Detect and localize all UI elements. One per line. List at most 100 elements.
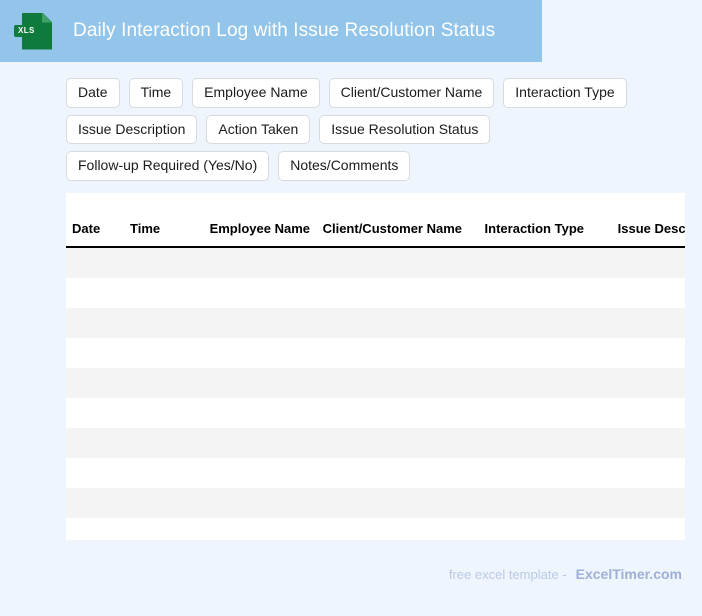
field-chip-interaction-type[interactable]: Interaction Type (503, 78, 627, 108)
table-cell[interactable] (468, 277, 590, 308)
table-cell[interactable] (194, 427, 316, 458)
table-cell[interactable] (590, 457, 685, 488)
table-cell[interactable] (194, 517, 316, 540)
table-cell[interactable] (194, 367, 316, 398)
table-cell[interactable] (316, 457, 468, 488)
table-cell[interactable] (66, 337, 124, 368)
table-cell[interactable] (194, 307, 316, 338)
table-row[interactable] (66, 246, 685, 278)
field-chip-date[interactable]: Date (66, 78, 120, 108)
table-cell[interactable] (590, 517, 685, 540)
table-cell[interactable] (316, 277, 468, 308)
table-cell[interactable] (124, 367, 194, 398)
table-cell[interactable] (590, 246, 685, 278)
log-table-header: Date Time Employee Name Client/Customer … (66, 193, 685, 248)
field-chip-client-customer-name[interactable]: Client/Customer Name (328, 78, 495, 108)
table-cell[interactable] (124, 487, 194, 518)
table-cell[interactable] (66, 307, 124, 338)
footer-free-text: free excel template - (448, 567, 567, 582)
field-chip-time[interactable]: Time (128, 78, 184, 108)
table-row[interactable] (66, 337, 685, 368)
table-row[interactable] (66, 517, 685, 540)
table-cell[interactable] (194, 337, 316, 368)
table-cell[interactable] (194, 457, 316, 488)
table-cell[interactable] (468, 246, 590, 278)
table-cell[interactable] (124, 517, 194, 540)
table-cell[interactable] (468, 307, 590, 338)
column-header-date[interactable]: Date (66, 193, 124, 248)
table-row[interactable] (66, 307, 685, 338)
column-header-interaction-type[interactable]: Interaction Type (468, 193, 590, 248)
table-cell[interactable] (590, 367, 685, 398)
table-cell[interactable] (590, 277, 685, 308)
footer-credit: free excel template - ExcelTimer.com (449, 566, 682, 582)
column-header-employee-name[interactable]: Employee Name (194, 193, 316, 248)
field-chip-employee-name[interactable]: Employee Name (192, 78, 320, 108)
table-cell[interactable] (468, 337, 590, 368)
table-cell[interactable] (316, 307, 468, 338)
table-cell[interactable] (316, 427, 468, 458)
column-header-time[interactable]: Time (124, 193, 194, 248)
table-row[interactable] (66, 397, 685, 428)
page-title: Daily Interaction Log with Issue Resolut… (73, 20, 496, 41)
table-cell[interactable] (124, 277, 194, 308)
field-chip-list: Date Time Employee Name Client/Customer … (66, 78, 666, 182)
table-cell[interactable] (194, 487, 316, 518)
table-cell[interactable] (316, 246, 468, 278)
column-header-issue-description[interactable]: Issue Description (590, 193, 685, 248)
app-header-bar: XLS Daily Interaction Log with Issue Res… (0, 0, 542, 62)
table-cell[interactable] (316, 517, 468, 540)
table-cell[interactable] (316, 397, 468, 428)
table-cell[interactable] (316, 367, 468, 398)
table-cell[interactable] (468, 367, 590, 398)
footer-brand-link[interactable]: ExcelTimer.com (575, 566, 682, 582)
table-cell[interactable] (194, 277, 316, 308)
table-cell[interactable] (194, 397, 316, 428)
xls-icon-fold-corner (42, 12, 52, 23)
table-cell[interactable] (590, 397, 685, 428)
log-table-body (66, 246, 685, 540)
log-table: Date Time Employee Name Client/Customer … (66, 193, 685, 540)
table-cell[interactable] (316, 487, 468, 518)
table-cell[interactable] (316, 337, 468, 368)
field-chip-issue-description[interactable]: Issue Description (66, 114, 198, 145)
table-header-row: Date Time Employee Name Client/Customer … (66, 193, 685, 248)
table-cell[interactable] (66, 367, 124, 398)
table-cell[interactable] (590, 487, 685, 518)
table-cell[interactable] (66, 487, 124, 518)
field-chip-action-taken[interactable]: Action Taken (206, 114, 311, 145)
table-cell[interactable] (468, 427, 590, 458)
field-chip-notes-comments[interactable]: Notes/Comments (278, 151, 411, 182)
table-cell[interactable] (66, 427, 124, 458)
table-cell[interactable] (124, 397, 194, 428)
table-cell[interactable] (590, 337, 685, 368)
table-cell[interactable] (468, 397, 590, 428)
table-cell[interactable] (194, 246, 316, 278)
table-cell[interactable] (124, 337, 194, 368)
table-cell[interactable] (124, 246, 194, 278)
table-cell[interactable] (468, 487, 590, 518)
column-header-client-customer-name[interactable]: Client/Customer Name (316, 193, 468, 248)
table-cell[interactable] (590, 307, 685, 338)
field-chip-follow-up-required[interactable]: Follow-up Required (Yes/No) (66, 151, 270, 182)
table-cell[interactable] (590, 427, 685, 458)
table-cell[interactable] (124, 427, 194, 458)
field-chip-issue-resolution-status[interactable]: Issue Resolution Status (319, 114, 491, 145)
table-cell[interactable] (124, 307, 194, 338)
table-cell[interactable] (468, 457, 590, 488)
table-cell[interactable] (66, 517, 124, 540)
table-row[interactable] (66, 367, 685, 398)
table-cell[interactable] (66, 397, 124, 428)
table-cell[interactable] (66, 246, 124, 278)
table-row[interactable] (66, 457, 685, 488)
log-table-container: Date Time Employee Name Client/Customer … (66, 193, 685, 540)
table-row[interactable] (66, 487, 685, 518)
table-cell[interactable] (66, 457, 124, 488)
table-row[interactable] (66, 427, 685, 458)
table-cell[interactable] (468, 517, 590, 540)
table-cell[interactable] (124, 457, 194, 488)
table-cell[interactable] (66, 277, 124, 308)
xls-file-icon: XLS (14, 12, 52, 50)
table-row[interactable] (66, 277, 685, 308)
xls-icon-label: XLS (14, 24, 39, 37)
